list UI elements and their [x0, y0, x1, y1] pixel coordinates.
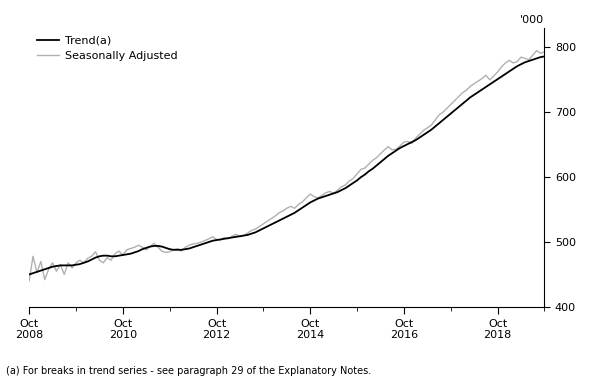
- Line: Seasonally Adjusted: Seasonally Adjusted: [29, 33, 591, 281]
- Seasonally Adjusted: [92, 249, 99, 254]
- Seasonally Adjusted: [166, 249, 173, 254]
- Trend(a): [25, 272, 33, 277]
- Trend(a): [358, 175, 365, 180]
- Trend(a): [162, 246, 169, 250]
- Seasonally Adjusted: [162, 250, 169, 255]
- Legend: Trend(a), Seasonally Adjusted: Trend(a), Seasonally Adjusted: [33, 31, 182, 66]
- Text: '000: '000: [520, 15, 544, 25]
- Text: (a) For breaks in trend series - see paragraph 29 of the Explanatory Notes.: (a) For breaks in trend series - see par…: [6, 366, 371, 376]
- Line: Trend(a): Trend(a): [29, 48, 591, 274]
- Seasonally Adjusted: [25, 279, 33, 283]
- Trend(a): [166, 247, 173, 251]
- Trend(a): [92, 255, 99, 260]
- Trend(a): [186, 246, 193, 251]
- Seasonally Adjusted: [311, 194, 318, 199]
- Trend(a): [311, 198, 318, 203]
- Seasonally Adjusted: [186, 243, 193, 248]
- Seasonally Adjusted: [358, 167, 365, 172]
